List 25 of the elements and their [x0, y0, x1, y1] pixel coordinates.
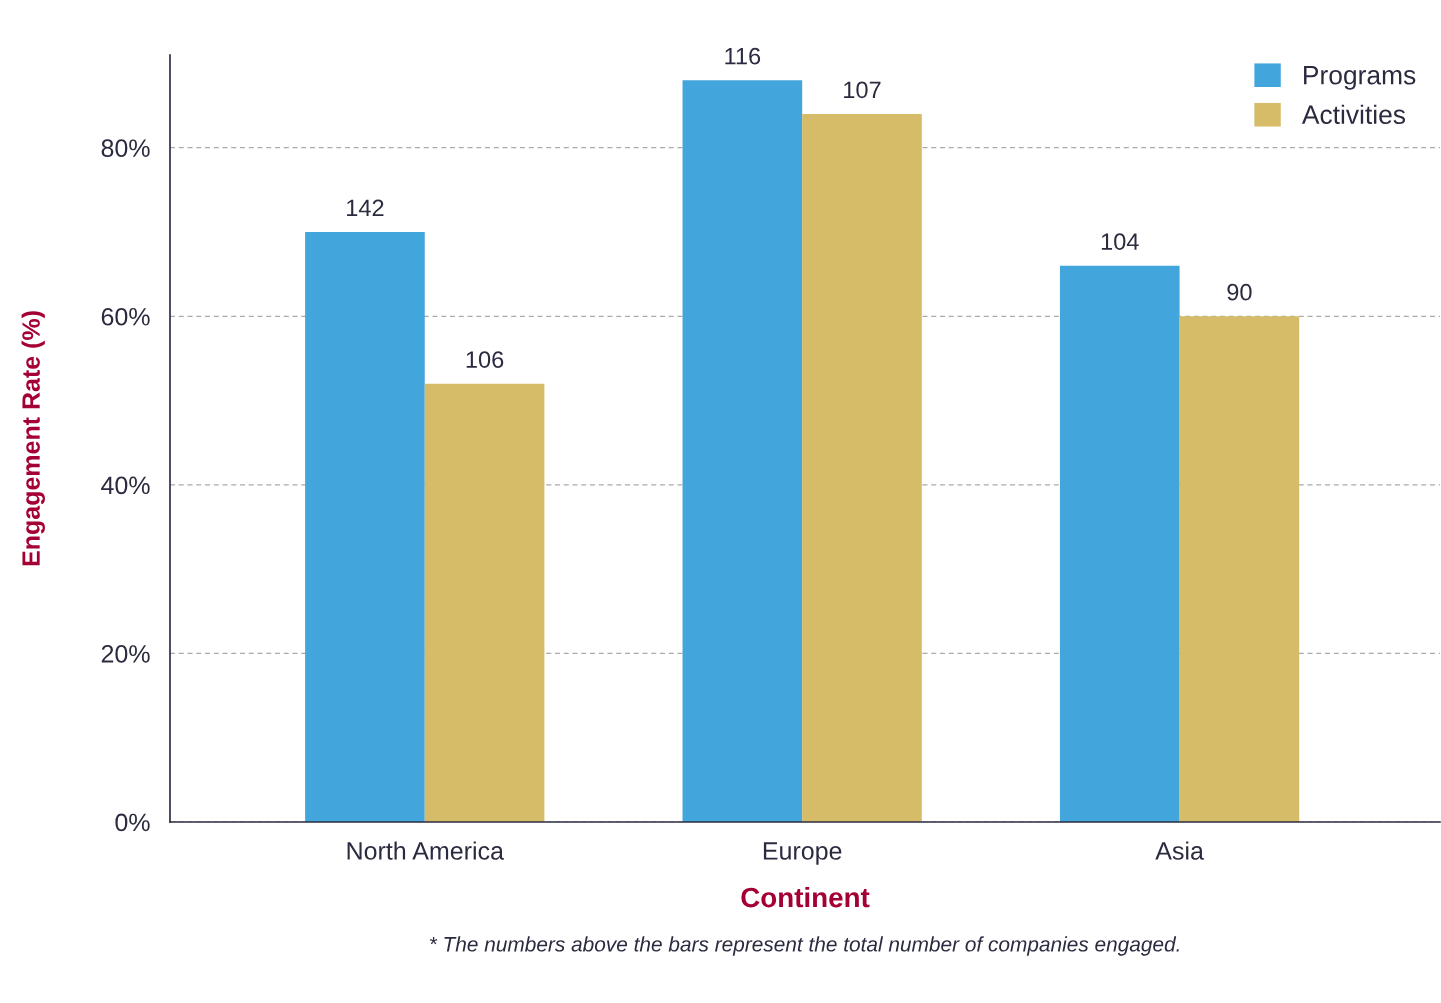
y-tick-label: 40% — [101, 476, 150, 495]
bar — [1179, 316, 1300, 822]
annotation: 107 — [844, 81, 881, 99]
bar — [802, 114, 922, 822]
bar — [305, 232, 425, 822]
y-tick-label: 20% — [101, 645, 150, 663]
bar — [682, 80, 803, 822]
y-axis-title: Engagement Rate (%) — [21, 311, 45, 566]
annotation: 90 — [1227, 283, 1252, 301]
legend-label: Programs — [1304, 66, 1416, 90]
bar — [1059, 265, 1180, 822]
x-tick-label: Europe — [763, 842, 842, 865]
y-tick-label: 0% — [115, 813, 150, 832]
text: * The numbers above the bars represent the total number of companies engaged. — [429, 936, 1179, 956]
y-tick-label: 60% — [101, 307, 150, 326]
bar — [424, 383, 545, 822]
x-axis-title: Continent — [741, 886, 870, 908]
annotation: 142 — [347, 199, 384, 216]
x-tick-label: North America — [347, 841, 504, 860]
legend-label: Activities — [1301, 104, 1406, 125]
annotation: 106 — [466, 351, 504, 368]
y-tick-label: 80% — [101, 139, 150, 158]
annotation: 116 — [725, 47, 761, 65]
x-tick-label: Asia — [1155, 841, 1204, 860]
annotation: 104 — [1101, 233, 1139, 250]
